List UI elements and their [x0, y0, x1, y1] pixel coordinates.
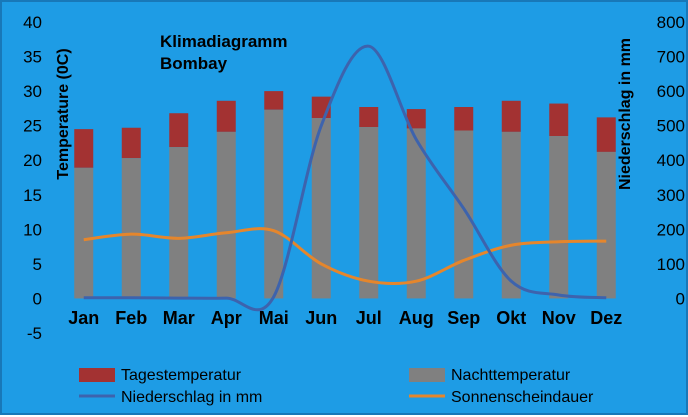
- legend-swatch-tagestemperatur: [79, 368, 115, 382]
- bar-tagestemperatur-mai: [264, 91, 284, 110]
- x-tick-label-jun: Jun: [305, 308, 337, 328]
- right-tick-label: 500: [657, 117, 685, 136]
- left-tick-label: 40: [23, 13, 42, 32]
- bar-tagestemperatur-jan: [74, 129, 94, 168]
- bar-tagestemperatur-mar: [169, 113, 189, 148]
- right-tick-label: 200: [657, 220, 685, 239]
- x-tick-label-jul: Jul: [356, 308, 382, 328]
- bar-tagestemperatur-okt: [501, 100, 521, 132]
- right-axis-ticks: 0 100 200 300 400 500 600 700 800: [657, 13, 685, 308]
- bar-tagestemperatur-dez: [596, 117, 616, 152]
- x-tick-label-okt: Okt: [496, 308, 526, 328]
- bar-tagestemperatur-sep: [454, 107, 474, 131]
- right-tick-label: 600: [657, 82, 685, 101]
- left-axis-title: Temperature (0C): [55, 48, 72, 179]
- left-tick-label: 5: [33, 255, 42, 274]
- left-tick-label: 0: [33, 289, 42, 308]
- bar-nachttemperatur-okt: [501, 131, 521, 299]
- bar-nachttemperatur-jun: [311, 118, 331, 299]
- left-axis-ticks: -5 0 5 10 15 20 25 30 35 40: [23, 13, 42, 343]
- bar-nachttemperatur-mai: [264, 109, 284, 299]
- left-tick-label: 35: [23, 48, 42, 67]
- right-tick-label: 700: [657, 48, 685, 67]
- bar-tagestemperatur-aug: [406, 109, 426, 129]
- left-tick-label: 15: [23, 186, 42, 205]
- left-tick-label: -5: [27, 324, 42, 343]
- x-tick-label-mar: Mar: [163, 308, 195, 328]
- right-tick-label: 0: [676, 289, 685, 308]
- x-tick-label-nov: Nov: [542, 308, 576, 328]
- left-tick-label: 20: [23, 151, 42, 170]
- bar-nachttemperatur-aug: [406, 128, 426, 299]
- legend-label-niederschlag: Niederschlag in mm: [121, 389, 262, 406]
- bar-nachttemperatur-sep: [454, 130, 474, 299]
- left-tick-label: 10: [23, 220, 42, 239]
- right-tick-label: 300: [657, 186, 685, 205]
- right-tick-label: 100: [657, 255, 685, 274]
- lines-layer: [83, 44, 607, 312]
- x-tick-label-sep: Sep: [447, 308, 480, 328]
- legend-label-sonnenscheindauer: Sonnenscheindauer: [451, 389, 594, 406]
- legend-label-tagestemperatur: Tagestemperatur: [121, 367, 242, 384]
- line-niederschlag: [83, 44, 607, 312]
- legend-label-nachttemperatur: Nachttemperatur: [451, 367, 571, 384]
- x-tick-label-feb: Feb: [115, 308, 147, 328]
- bar-nachttemperatur-feb: [121, 158, 141, 299]
- bar-tagestemperatur-jul: [359, 107, 379, 128]
- chart-title-line-1: Klimadiagramm: [160, 32, 288, 51]
- legend-swatch-nachttemperatur: [409, 368, 445, 382]
- chart-title-line-2: Bombay: [160, 54, 228, 73]
- bar-nachttemperatur-jan: [74, 167, 94, 299]
- bar-nachttemperatur-nov: [549, 136, 569, 299]
- bar-tagestemperatur-nov: [549, 103, 569, 137]
- bar-nachttemperatur-mar: [169, 147, 189, 299]
- bar-tagestemperatur-feb: [121, 127, 141, 159]
- bar-nachttemperatur-apr: [216, 131, 236, 299]
- x-tick-label-aug: Aug: [399, 308, 434, 328]
- x-tick-label-jan: Jan: [68, 308, 99, 328]
- line-sonnenscheindauer: [83, 227, 607, 286]
- x-tick-label-mai: Mai: [259, 308, 289, 328]
- bar-nachttemperatur-dez: [596, 151, 616, 299]
- x-tick-label-dez: Dez: [590, 308, 622, 328]
- x-axis-ticks: Jan Feb Mar Apr Mai Jun Jul Aug Sep Okt Nov Dez: [68, 308, 622, 328]
- bar-nachttemperatur-jul: [359, 127, 379, 299]
- left-tick-label: 25: [23, 117, 42, 136]
- x-tick-label-apr: Apr: [211, 308, 242, 328]
- bar-tagestemperatur-apr: [216, 100, 236, 132]
- right-tick-label: 400: [657, 151, 685, 170]
- bars-layer: [74, 91, 616, 299]
- right-tick-label: 800: [657, 13, 685, 32]
- left-tick-label: 30: [23, 82, 42, 101]
- right-axis-title: Niederschlag in mm: [617, 38, 634, 190]
